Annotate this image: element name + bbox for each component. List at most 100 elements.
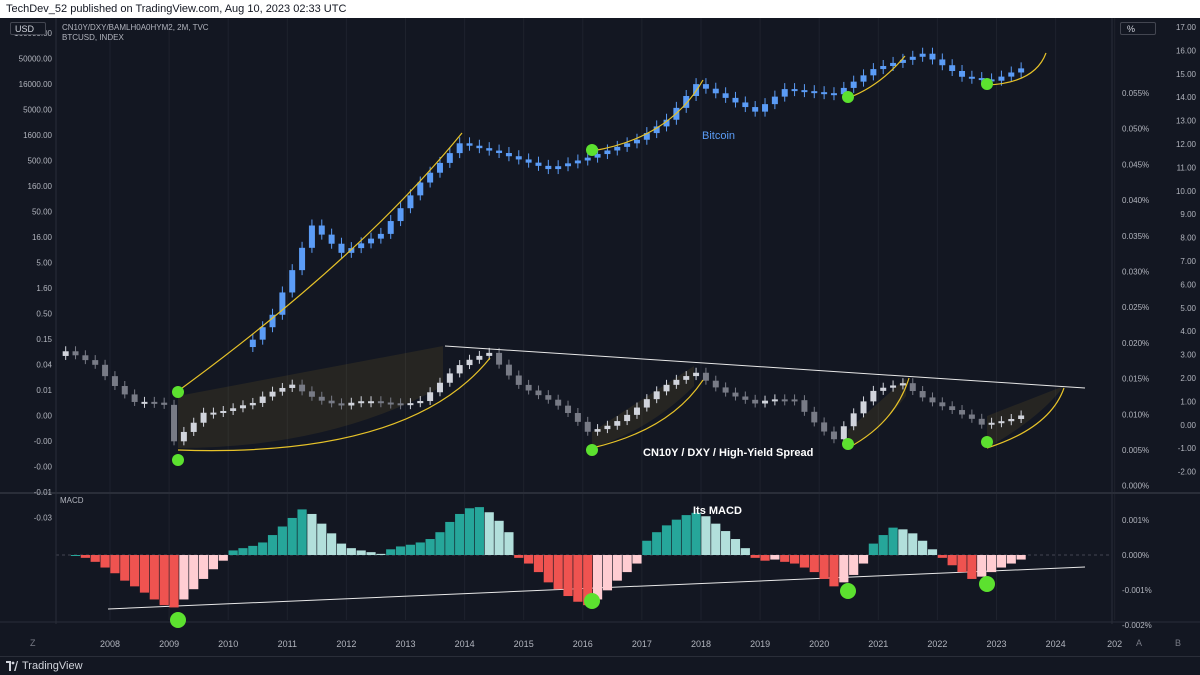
currency-button[interactable]: USD — [10, 22, 46, 35]
spread-candle-body — [968, 414, 975, 419]
footer-brand: TradingView — [22, 660, 83, 672]
btc-candle-body — [407, 195, 414, 209]
spread-annotation: CN10Y / DXY / High-Yield Spread — [643, 447, 813, 459]
macd-histogram-bar — [327, 533, 337, 555]
macd-histogram-bar — [592, 555, 603, 600]
spread-candle-body — [180, 431, 187, 442]
spread-candle-body — [348, 402, 355, 406]
value-axis-tick-label: 14.00 — [1176, 93, 1197, 102]
btc-candle-body — [614, 146, 621, 151]
macd-histogram-bar — [908, 533, 918, 555]
spread-candle-body — [476, 355, 483, 360]
btc-candle-body — [397, 208, 404, 222]
b-button[interactable]: B — [1175, 638, 1181, 648]
value-axis-tick-label: 3.00 — [1180, 351, 1196, 360]
spread-candle-body — [377, 401, 384, 404]
macd-histogram-bar — [927, 549, 938, 555]
channel-shading — [178, 346, 1064, 448]
time-axis-label: 2016 — [573, 639, 593, 649]
pane-divider[interactable] — [0, 18, 1200, 624]
btc-candle-body — [968, 76, 975, 79]
a-button[interactable]: A — [1136, 638, 1142, 648]
value-axis-tick-label: -1.00 — [1178, 444, 1197, 453]
macd-histogram-bar — [986, 555, 997, 573]
spread-candle-body — [436, 382, 443, 393]
time-axis[interactable]: 2008 2009 2010 2011 2012 2013 2014 2015 2016 2017… — [100, 639, 1122, 649]
spread-candle-body — [801, 400, 808, 412]
btc-candle-body — [456, 143, 463, 154]
bottom-marker — [170, 612, 186, 628]
macd-histogram-bar — [258, 542, 268, 555]
macd-histogram-bar — [947, 555, 957, 566]
btc-candle-body — [909, 56, 916, 60]
macd-histogram-bar — [799, 555, 810, 568]
macd-histogram-bar — [130, 555, 140, 587]
spread-candle-body — [624, 414, 631, 422]
spread-candle-body — [171, 404, 178, 442]
spread-candle-body — [220, 410, 227, 413]
chart-canvas[interactable]: 160000.0050000.0016000.005000.001600.005… — [0, 18, 1200, 656]
percent-axis-tick-label: 0.000% — [1122, 482, 1149, 491]
value-axis-tick-label: 15.00 — [1176, 70, 1197, 79]
percent-axis-tick-label: 0.025% — [1122, 303, 1149, 312]
channel-shade — [987, 386, 1064, 448]
spread-candle-body — [200, 412, 207, 423]
macd-histogram-bar — [652, 532, 662, 555]
btc-candle-body — [653, 126, 660, 134]
bottom-marker — [586, 444, 598, 456]
spread-candle-body — [161, 402, 168, 405]
macd-histogram-bar — [868, 543, 878, 555]
bottom-marker — [981, 78, 993, 90]
btc-candle-body — [505, 153, 512, 157]
macd-histogram-bar — [918, 540, 928, 555]
percent-scale-button[interactable]: % — [1120, 22, 1156, 35]
spread-candle-body — [702, 372, 709, 381]
macd-histogram-bar — [159, 555, 169, 606]
btc-candle-body — [959, 70, 966, 77]
btc-candle-body — [762, 104, 769, 112]
spread-candle-body — [811, 411, 818, 423]
macd-histogram-bar — [829, 555, 839, 587]
z-button[interactable]: Z — [30, 638, 36, 648]
btc-candle-body — [594, 154, 601, 158]
macd-histogram-bar — [307, 513, 317, 555]
btc-candle-body — [545, 165, 552, 170]
spread-candle-body — [683, 376, 690, 380]
right-value-axis[interactable]: 17.00 16.00 15.00 14.00 13.00 12.00 11.00 10.00… — [1176, 23, 1197, 477]
btc-candle-body — [584, 157, 591, 161]
btc-candle-body — [377, 233, 384, 239]
time-axis-label: 2021 — [868, 639, 888, 649]
left-axis-tick-label: 50.00 — [32, 208, 53, 217]
macd-histogram-bar — [238, 548, 248, 555]
spread-candle-body — [988, 422, 995, 425]
btc-candle-body — [998, 76, 1005, 81]
btc-candle-body — [890, 62, 897, 66]
btc-candle-body — [476, 145, 483, 149]
btc-candle-body — [308, 225, 315, 248]
spread-candle-body — [791, 399, 798, 402]
macd-histogram-bar — [957, 555, 967, 573]
spread-candle-body — [594, 429, 601, 432]
left-price-axis[interactable]: 160000.0050000.0016000.005000.001600.005… — [14, 29, 52, 523]
macd-histogram-bar — [750, 555, 760, 558]
spread-candle-body — [555, 399, 562, 406]
spread-candle-body — [663, 384, 670, 392]
spread-candle-body — [722, 387, 729, 393]
spread-candle-body — [328, 400, 335, 404]
left-axis-tick-label: 16.00 — [32, 233, 53, 242]
btc-candle-body — [525, 159, 532, 163]
spread-candle-body — [643, 399, 650, 408]
spread-candle-body — [998, 421, 1005, 424]
spread-candle-body — [830, 431, 837, 440]
btc-candle-body — [732, 97, 739, 103]
macd-histogram-bar — [661, 525, 672, 555]
spread-candle-body — [880, 387, 887, 391]
right-percent-axis[interactable]: 0.055% 0.050% 0.045% 0.040% 0.035% 0.030% 0.02… — [1122, 89, 1152, 630]
macd-histogram-bar — [445, 521, 455, 555]
btc-candle-body — [604, 150, 611, 155]
macd-histogram-bar — [90, 555, 100, 562]
spread-candle-body — [840, 426, 847, 440]
btc-candle-body — [624, 143, 631, 147]
macd-annotation: Its MACD — [693, 505, 742, 517]
macd-histogram-bar — [543, 555, 553, 583]
